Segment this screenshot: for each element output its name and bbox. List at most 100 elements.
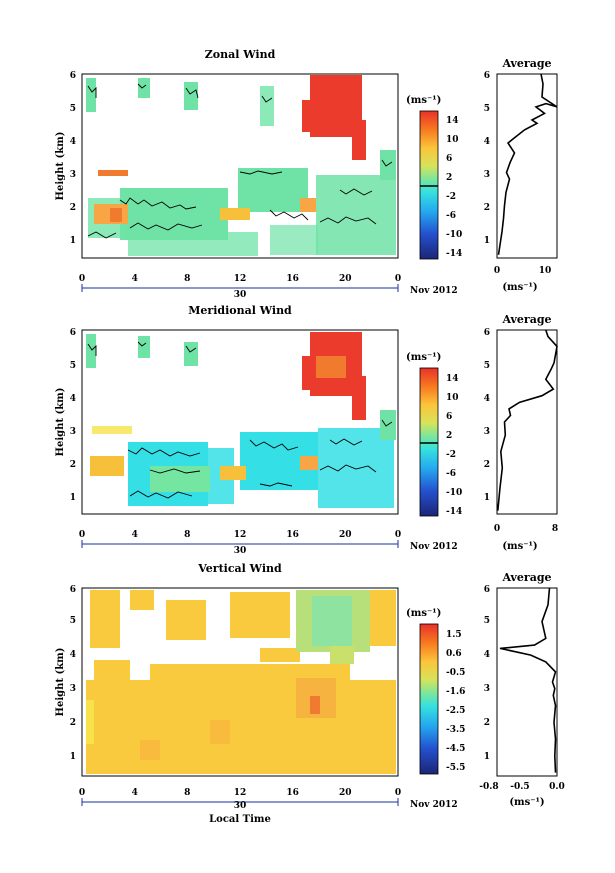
meridional-average-frame bbox=[496, 329, 558, 515]
x-tick: 4 bbox=[132, 788, 138, 798]
colorbar-tick: -0.5 bbox=[446, 668, 465, 678]
colorbar-tick: 10 bbox=[446, 135, 459, 145]
colorbar-tick: 2 bbox=[446, 431, 452, 441]
colorbar-tick: -14 bbox=[446, 249, 462, 259]
avg-x-tick: 10 bbox=[539, 266, 552, 276]
zonal-colorbar-unit: (ms⁻¹) bbox=[406, 95, 441, 106]
y-tick: 4 bbox=[70, 137, 76, 147]
colorbar-tick: 14 bbox=[446, 116, 459, 126]
colorbar-tick: -10 bbox=[446, 488, 462, 498]
vertical-x-label: Local Time bbox=[209, 814, 271, 825]
x-tick: 8 bbox=[184, 274, 190, 284]
colorbar-tick: -1.6 bbox=[446, 687, 465, 697]
x-tick: 0 bbox=[395, 274, 401, 284]
avg-y-tick: 2 bbox=[484, 718, 490, 728]
vertical-panel: Vertical Wind 1 2 3 4 5 6 bbox=[55, 562, 565, 825]
colorbar-tick: 6 bbox=[446, 154, 452, 164]
avg-y-tick: 6 bbox=[484, 71, 490, 81]
y-tick: 2 bbox=[70, 460, 76, 470]
meridional-x-ticks: 0 4 8 12 16 20 0 bbox=[79, 530, 401, 540]
colorbar-tick: -10 bbox=[446, 230, 462, 240]
vertical-colorbar-ticks: 1.5 0.6 -0.5 -1.6 -2.5 -3.5 -4.5 -5.5 bbox=[446, 630, 465, 773]
colorbar-tick: -4.5 bbox=[446, 744, 465, 754]
zonal-average-xlabel: (ms⁻¹) bbox=[502, 282, 537, 293]
meridional-y-label: Height (km) bbox=[55, 388, 66, 457]
meridional-colorbar-ticks: 14 10 6 2 -2 -6 -10 -14 bbox=[446, 374, 462, 517]
x-tick: 8 bbox=[184, 788, 190, 798]
y-tick: 1 bbox=[70, 752, 76, 762]
colorbar-tick: -2.5 bbox=[446, 706, 465, 716]
avg-x-tick: 0 bbox=[494, 266, 500, 276]
zonal-plot-frame bbox=[81, 73, 399, 259]
zonal-average-profile bbox=[497, 73, 558, 255]
avg-y-tick: 3 bbox=[484, 684, 490, 694]
vertical-title: Vertical Wind bbox=[197, 562, 282, 575]
x-tick: 16 bbox=[286, 274, 299, 284]
colorbar-tick: -5.5 bbox=[446, 763, 465, 773]
zonal-average-title: Average bbox=[501, 57, 551, 70]
y-tick: 6 bbox=[70, 585, 76, 595]
avg-y-tick: 6 bbox=[484, 328, 490, 338]
colorbar-tick: -6 bbox=[446, 211, 456, 221]
avg-y-tick: 3 bbox=[484, 427, 490, 437]
colorbar-tick: 10 bbox=[446, 393, 459, 403]
y-tick: 5 bbox=[70, 104, 76, 114]
avg-y-tick: 2 bbox=[484, 460, 490, 470]
meridional-colorbar bbox=[419, 367, 439, 517]
x-tick: 4 bbox=[132, 530, 138, 540]
meridional-title: Meridional Wind bbox=[188, 304, 292, 317]
meridional-y-ticks: 1 2 3 4 5 6 bbox=[70, 328, 76, 503]
y-tick: 6 bbox=[70, 71, 76, 81]
y-tick: 5 bbox=[70, 616, 76, 626]
meridional-date-label: 30 bbox=[234, 546, 247, 556]
x-tick: 0 bbox=[395, 788, 401, 798]
avg-y-tick: 5 bbox=[484, 104, 490, 114]
meridional-colorbar-unit: (ms⁻¹) bbox=[406, 352, 441, 363]
avg-y-tick: 1 bbox=[484, 752, 490, 762]
zonal-average-frame bbox=[496, 73, 558, 259]
zonal-average-yticks: 1 2 3 4 5 6 bbox=[484, 71, 490, 246]
meridional-average-yticks: 1 2 3 4 5 6 bbox=[484, 328, 490, 503]
y-tick: 3 bbox=[70, 170, 76, 180]
y-tick: 3 bbox=[70, 684, 76, 694]
vertical-x-ticks: 0 4 8 12 16 20 0 bbox=[79, 788, 401, 798]
colorbar-tick: 1.5 bbox=[446, 630, 462, 640]
avg-x-tick: 0 bbox=[494, 524, 500, 534]
y-tick: 6 bbox=[70, 328, 76, 338]
meridional-average-xlabel: (ms⁻¹) bbox=[502, 541, 537, 552]
y-tick: 4 bbox=[70, 394, 76, 404]
x-tick: 16 bbox=[286, 530, 299, 540]
vertical-average-yticks: 1 2 3 4 5 6 bbox=[484, 585, 490, 762]
vertical-average-xlabel: (ms⁻¹) bbox=[509, 797, 544, 808]
vertical-month-label: Nov 2012 bbox=[410, 800, 458, 810]
meridional-average-title: Average bbox=[501, 313, 551, 326]
avg-y-tick: 6 bbox=[484, 585, 490, 595]
avg-y-tick: 5 bbox=[484, 616, 490, 626]
x-tick: 0 bbox=[79, 788, 85, 798]
meridional-average-profile bbox=[497, 329, 558, 511]
x-tick: 4 bbox=[132, 274, 138, 284]
x-tick: 20 bbox=[339, 530, 352, 540]
avg-y-tick: 4 bbox=[484, 137, 490, 147]
avg-y-tick: 4 bbox=[484, 650, 490, 660]
average-profiles bbox=[497, 73, 558, 773]
colorbar-tick: -14 bbox=[446, 507, 462, 517]
x-tick: 16 bbox=[286, 788, 299, 798]
zonal-date-label: 30 bbox=[234, 290, 247, 300]
x-tick: 12 bbox=[234, 274, 247, 284]
x-tick: 20 bbox=[339, 788, 352, 798]
avg-y-tick: 2 bbox=[484, 203, 490, 213]
avg-x-tick: -0.8 bbox=[479, 782, 498, 792]
vertical-y-ticks: 1 2 3 4 5 6 bbox=[70, 585, 76, 762]
colorbar-tick: 2 bbox=[446, 173, 452, 183]
y-tick: 1 bbox=[70, 493, 76, 503]
avg-y-tick: 3 bbox=[484, 170, 490, 180]
x-tick: 20 bbox=[339, 274, 352, 284]
colorbar-tick: -2 bbox=[446, 192, 456, 202]
zonal-colorbar-ticks: 14 10 6 2 -2 -6 -10 -14 bbox=[446, 116, 462, 259]
vertical-heatmap bbox=[86, 590, 396, 774]
x-tick: 0 bbox=[395, 530, 401, 540]
zonal-panel: Zonal Wind bbox=[55, 48, 558, 300]
colorbar-tick: -3.5 bbox=[446, 725, 465, 735]
